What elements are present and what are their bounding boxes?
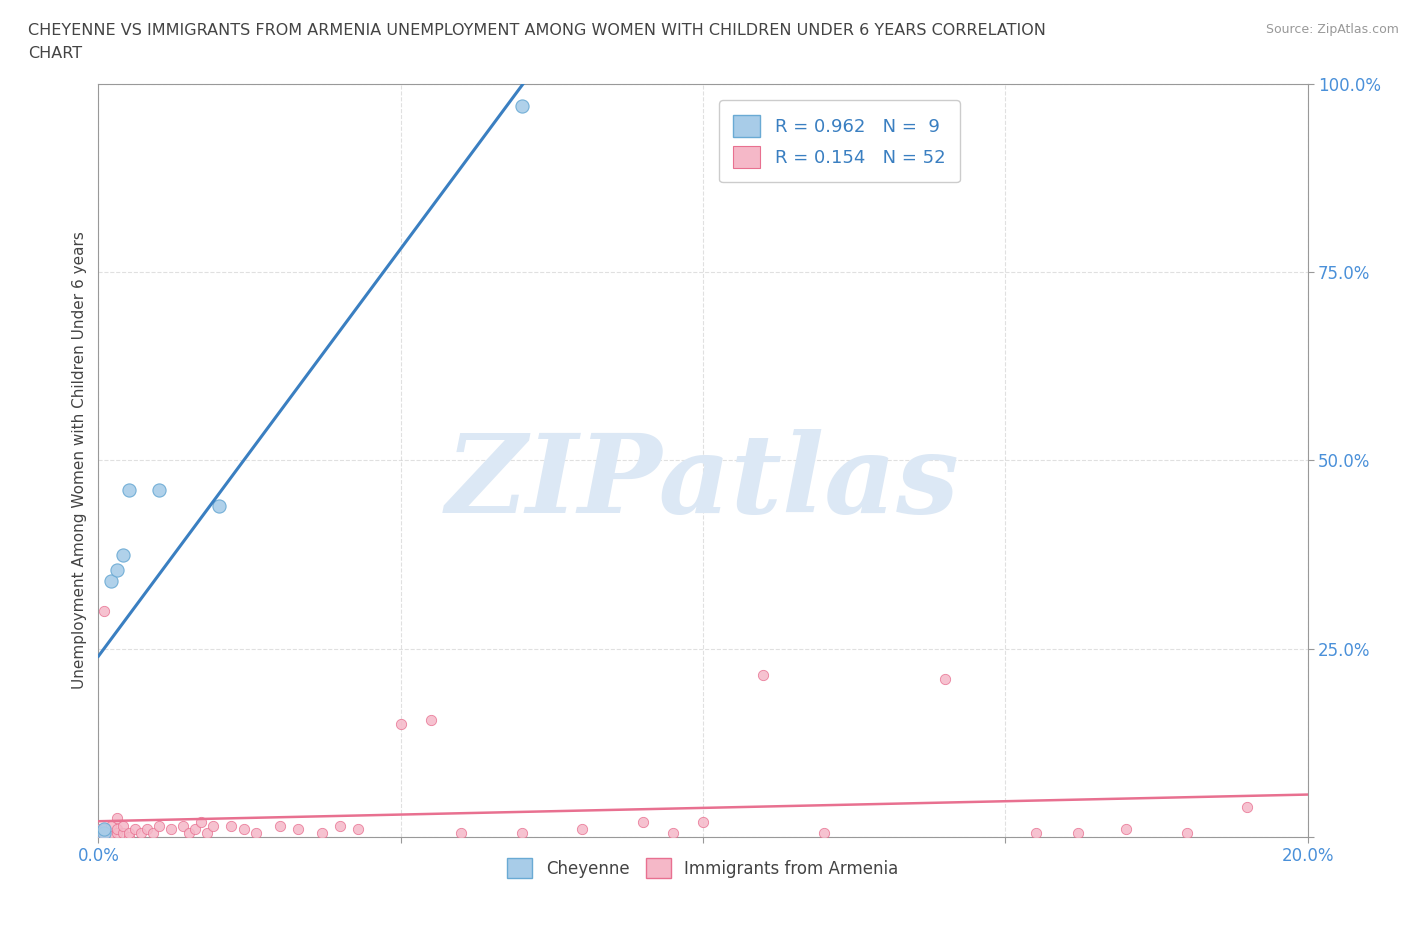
Point [105,562,128,577]
Point [450,826,472,841]
Legend: Cheyenne, Immigrants from Armenia: Cheyenne, Immigrants from Armenia [501,852,905,885]
Point [118,826,141,841]
Point [87,822,110,837]
Point [93,826,115,841]
Point [269,818,291,833]
Point [142,826,165,841]
Point [105,822,128,837]
Point [87,830,110,844]
Point [93,826,115,841]
Point [1175,826,1198,841]
Point [221,818,243,833]
Point [389,717,412,732]
Point [631,815,654,830]
Point [1236,800,1258,815]
Point [661,826,683,841]
Point [93,822,115,837]
Point [105,826,128,841]
Point [813,826,835,841]
Point [179,826,201,841]
Point [934,671,956,686]
Point [202,818,225,833]
Point [124,822,146,837]
Point [111,818,134,833]
Point [100,826,122,841]
Point [93,822,115,837]
Point [420,712,443,727]
Point [100,818,122,833]
Point [510,826,533,841]
Point [93,604,115,618]
Point [190,815,212,830]
Point [1115,822,1137,837]
Point [160,822,183,837]
Point [135,822,157,837]
Point [571,822,593,837]
Point [111,547,134,562]
Point [148,483,170,498]
Point [347,822,370,837]
Point [93,830,115,844]
Point [184,822,207,837]
Point [100,574,122,589]
Point [692,815,714,830]
Text: CHEYENNE VS IMMIGRANTS FROM ARMENIA UNEMPLOYMENT AMONG WOMEN WITH CHILDREN UNDER: CHEYENNE VS IMMIGRANTS FROM ARMENIA UNEM… [28,23,1046,38]
Point [111,826,134,841]
Point [87,826,110,841]
Point [311,826,333,841]
Point [148,818,170,833]
Text: CHART: CHART [28,46,82,61]
Point [105,811,128,826]
Point [208,498,231,513]
Text: ZIPatlas: ZIPatlas [446,430,960,537]
Point [245,826,267,841]
Point [172,818,194,833]
Point [195,826,218,841]
Y-axis label: Unemployment Among Women with Children Under 6 years: Unemployment Among Women with Children U… [72,232,87,689]
Point [287,822,309,837]
Point [118,483,141,498]
Point [118,830,141,844]
Point [329,818,352,833]
Point [129,826,152,841]
Point [1024,826,1046,841]
Point [232,822,254,837]
Point [1067,826,1090,841]
Point [510,99,533,113]
Point [752,668,775,683]
Text: Source: ZipAtlas.com: Source: ZipAtlas.com [1265,23,1399,36]
